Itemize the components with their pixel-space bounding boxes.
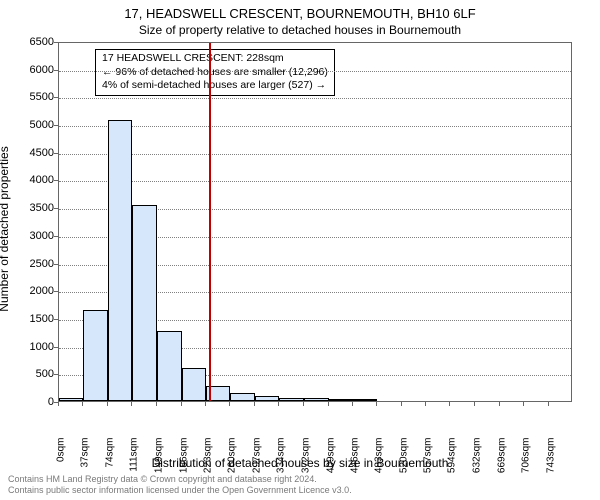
y-tick-label: 1500 <box>14 313 54 325</box>
gridline <box>59 181 571 182</box>
y-tick-label: 2000 <box>14 285 54 297</box>
x-tick-mark <box>156 402 157 406</box>
x-tick-label: 632sqm <box>472 438 483 488</box>
y-tick-label: 3000 <box>14 230 54 242</box>
gridline <box>59 126 571 127</box>
y-tick-label: 4000 <box>14 174 54 186</box>
x-tick-label: 111sqm <box>129 438 140 488</box>
x-tick-label: 520sqm <box>398 438 409 488</box>
histogram-bar <box>132 205 157 401</box>
y-tick-mark <box>54 347 58 348</box>
y-tick-mark <box>54 208 58 209</box>
x-tick-label: 743sqm <box>545 438 556 488</box>
x-tick-label: 186sqm <box>178 438 189 488</box>
x-tick-label: 74sqm <box>104 438 115 488</box>
x-tick-mark <box>131 402 132 406</box>
x-tick-label: 37sqm <box>80 438 91 488</box>
x-tick-label: 594sqm <box>447 438 458 488</box>
histogram-bar <box>230 393 254 401</box>
y-tick-label: 500 <box>14 368 54 380</box>
x-tick-mark <box>449 402 450 406</box>
histogram-bar <box>279 398 304 401</box>
annotation-line-1: 17 HEADSWELL CRESCENT: 228sqm <box>102 52 328 66</box>
x-tick-mark <box>401 402 402 406</box>
x-tick-mark <box>107 402 108 406</box>
histogram-bar <box>157 331 181 401</box>
y-tick-mark <box>54 153 58 154</box>
x-tick-mark <box>499 402 500 406</box>
x-tick-mark <box>376 402 377 406</box>
gridline <box>59 98 571 99</box>
y-tick-label: 4500 <box>14 147 54 159</box>
x-tick-mark <box>254 402 255 406</box>
x-tick-mark <box>523 402 524 406</box>
y-tick-mark <box>54 125 58 126</box>
histogram-bar <box>59 398 83 401</box>
y-axis-label: Number of detached properties <box>0 146 11 311</box>
x-tick-mark <box>303 402 304 406</box>
x-tick-mark <box>82 402 83 406</box>
chart-title: 17, HEADSWELL CRESCENT, BOURNEMOUTH, BH1… <box>0 6 600 21</box>
x-tick-label: 260sqm <box>227 438 238 488</box>
y-tick-label: 5500 <box>14 91 54 103</box>
y-tick-mark <box>54 42 58 43</box>
marker-line <box>209 43 211 401</box>
x-tick-mark <box>58 402 59 406</box>
annotation-line-3: 4% of semi-detached houses are larger (5… <box>102 79 328 93</box>
y-tick-label: 6500 <box>14 36 54 48</box>
x-tick-label: 372sqm <box>301 438 312 488</box>
y-tick-label: 6000 <box>14 64 54 76</box>
y-tick-mark <box>54 180 58 181</box>
y-tick-label: 5000 <box>14 119 54 131</box>
x-tick-label: 0sqm <box>56 438 67 488</box>
histogram-bar <box>108 120 132 401</box>
x-tick-label: 706sqm <box>521 438 532 488</box>
x-tick-mark <box>328 402 329 406</box>
annotation-box: 17 HEADSWELL CRESCENT: 228sqm ← 96% of d… <box>95 49 335 96</box>
x-tick-mark <box>474 402 475 406</box>
x-tick-label: 223sqm <box>202 438 213 488</box>
y-tick-mark <box>54 97 58 98</box>
x-tick-mark <box>352 402 353 406</box>
y-tick-mark <box>54 291 58 292</box>
y-tick-label: 1000 <box>14 341 54 353</box>
chart-container: 17, HEADSWELL CRESCENT, BOURNEMOUTH, BH1… <box>0 0 600 500</box>
x-tick-mark <box>229 402 230 406</box>
histogram-bar <box>304 398 328 401</box>
histogram-bar <box>353 399 377 401</box>
y-tick-mark <box>54 70 58 71</box>
x-tick-label: 297sqm <box>251 438 262 488</box>
y-tick-mark <box>54 319 58 320</box>
x-tick-mark <box>548 402 549 406</box>
gridline <box>59 154 571 155</box>
histogram-bar <box>255 396 279 401</box>
x-tick-mark <box>425 402 426 406</box>
y-tick-mark <box>54 374 58 375</box>
annotation-line-2: ← 96% of detached houses are smaller (12… <box>102 66 328 80</box>
x-tick-label: 557sqm <box>423 438 434 488</box>
x-tick-mark <box>181 402 182 406</box>
x-tick-label: 334sqm <box>276 438 287 488</box>
x-tick-label: 409sqm <box>325 438 336 488</box>
gridline <box>59 71 571 72</box>
x-tick-mark <box>205 402 206 406</box>
x-tick-label: 669sqm <box>496 438 507 488</box>
y-tick-label: 0 <box>14 396 54 408</box>
chart-subtitle: Size of property relative to detached ho… <box>0 23 600 37</box>
y-tick-mark <box>54 236 58 237</box>
histogram-bar <box>83 310 107 401</box>
plot-area: 17 HEADSWELL CRESCENT: 228sqm ← 96% of d… <box>58 42 572 402</box>
y-tick-mark <box>54 264 58 265</box>
x-tick-label: 149sqm <box>154 438 165 488</box>
x-tick-label: 446sqm <box>349 438 360 488</box>
x-tick-label: 483sqm <box>374 438 385 488</box>
y-tick-label: 3500 <box>14 202 54 214</box>
histogram-bar <box>329 399 353 401</box>
y-tick-label: 2500 <box>14 258 54 270</box>
histogram-bar <box>182 368 206 401</box>
x-tick-mark <box>278 402 279 406</box>
